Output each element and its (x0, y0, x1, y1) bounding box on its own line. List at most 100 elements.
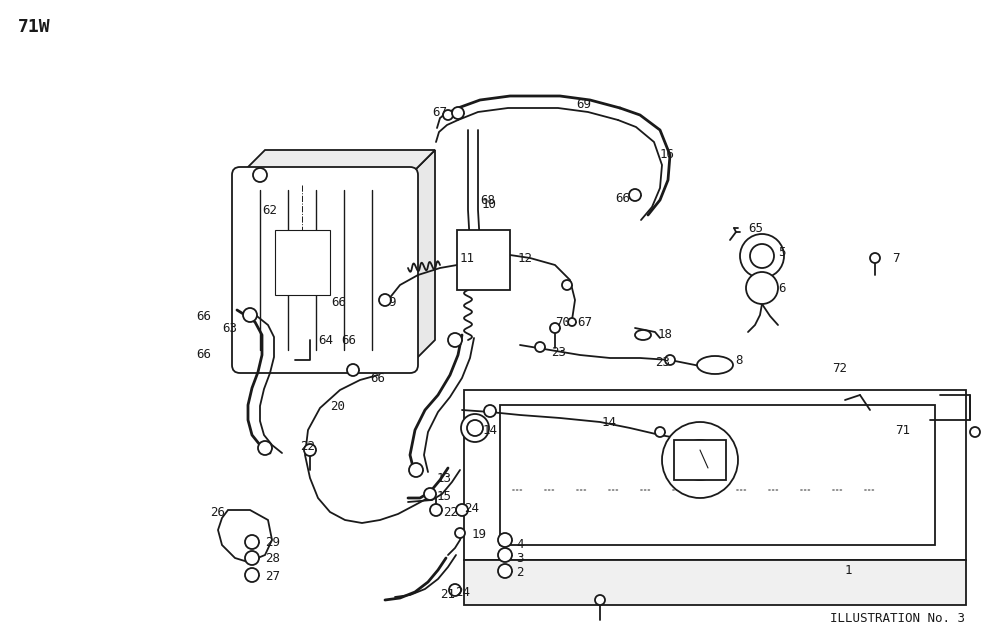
Text: 65: 65 (748, 222, 763, 235)
Text: 9: 9 (388, 296, 395, 308)
Circle shape (258, 441, 272, 455)
Text: 18: 18 (658, 328, 673, 342)
Circle shape (740, 234, 784, 278)
Circle shape (498, 548, 512, 562)
Circle shape (550, 323, 560, 333)
Ellipse shape (635, 330, 651, 340)
Text: 62: 62 (262, 203, 277, 217)
Circle shape (245, 551, 259, 565)
Circle shape (443, 110, 453, 120)
Text: 70: 70 (555, 315, 570, 328)
Text: 6: 6 (778, 281, 786, 294)
Text: 23: 23 (551, 345, 566, 358)
Text: 14: 14 (483, 424, 498, 437)
Circle shape (680, 440, 720, 480)
Text: 24: 24 (464, 501, 479, 515)
Polygon shape (464, 390, 966, 560)
Circle shape (461, 414, 489, 442)
Text: 10: 10 (482, 199, 497, 212)
Circle shape (665, 355, 675, 365)
Text: 28: 28 (265, 553, 280, 565)
Text: 66: 66 (615, 192, 630, 204)
Polygon shape (240, 150, 435, 175)
Text: 19: 19 (472, 528, 487, 542)
Text: 4: 4 (516, 538, 523, 551)
Text: 27: 27 (265, 569, 280, 583)
Text: 72: 72 (832, 362, 847, 374)
Text: 7: 7 (892, 251, 900, 265)
Circle shape (595, 595, 605, 605)
Circle shape (484, 405, 496, 417)
Text: 67: 67 (577, 315, 592, 328)
Circle shape (562, 280, 572, 290)
Circle shape (245, 568, 259, 582)
Text: 29: 29 (265, 537, 280, 549)
Text: 66: 66 (370, 372, 385, 385)
Ellipse shape (697, 356, 733, 374)
Circle shape (750, 244, 774, 268)
Text: ILLUSTRATION No. 3: ILLUSTRATION No. 3 (830, 612, 965, 624)
Text: 1: 1 (845, 563, 852, 576)
Text: 16: 16 (660, 149, 675, 162)
Text: 20: 20 (330, 399, 345, 413)
Circle shape (498, 564, 512, 578)
Circle shape (304, 444, 316, 456)
Circle shape (409, 463, 423, 477)
Polygon shape (500, 405, 935, 545)
Text: 5: 5 (778, 246, 786, 258)
Polygon shape (410, 150, 435, 365)
Text: 11: 11 (460, 251, 475, 265)
Circle shape (467, 420, 483, 436)
Text: 24: 24 (455, 585, 470, 599)
Polygon shape (674, 440, 726, 480)
Circle shape (452, 107, 464, 119)
Circle shape (245, 535, 259, 549)
Text: 23: 23 (655, 356, 670, 369)
Polygon shape (275, 230, 330, 295)
Circle shape (448, 333, 462, 347)
Text: 71: 71 (895, 424, 910, 437)
Text: 22: 22 (443, 506, 458, 519)
Circle shape (456, 504, 468, 516)
Circle shape (430, 504, 442, 516)
Text: 66: 66 (331, 296, 346, 308)
Text: 15: 15 (437, 490, 452, 503)
Circle shape (535, 342, 545, 352)
Text: 66: 66 (196, 310, 211, 322)
Text: 68: 68 (480, 194, 495, 206)
Text: 66: 66 (341, 333, 356, 347)
Circle shape (498, 533, 512, 547)
Text: 64: 64 (318, 333, 333, 347)
Circle shape (629, 189, 641, 201)
Circle shape (347, 364, 359, 376)
Polygon shape (464, 560, 966, 605)
Text: 3: 3 (516, 551, 523, 565)
Text: 26: 26 (210, 506, 225, 519)
FancyBboxPatch shape (232, 167, 418, 373)
Circle shape (243, 308, 257, 322)
Text: 63: 63 (222, 322, 237, 335)
Text: 14: 14 (602, 417, 617, 429)
Circle shape (568, 318, 576, 326)
Text: 13: 13 (437, 472, 452, 485)
Text: 69: 69 (576, 99, 591, 112)
Text: 67: 67 (432, 106, 447, 119)
Text: 8: 8 (735, 353, 742, 367)
Polygon shape (457, 230, 510, 290)
Circle shape (655, 427, 665, 437)
Text: 71W: 71W (18, 18, 51, 36)
Circle shape (379, 294, 391, 306)
Circle shape (253, 168, 267, 182)
Text: 2: 2 (516, 567, 523, 579)
Circle shape (449, 584, 461, 596)
Circle shape (424, 488, 436, 500)
Polygon shape (218, 510, 272, 562)
Circle shape (970, 427, 980, 437)
Circle shape (662, 422, 738, 498)
Text: 21: 21 (440, 588, 455, 601)
Circle shape (455, 528, 465, 538)
Text: 66: 66 (196, 349, 211, 362)
Text: 12: 12 (518, 251, 533, 265)
Circle shape (870, 253, 880, 263)
Circle shape (746, 272, 778, 304)
